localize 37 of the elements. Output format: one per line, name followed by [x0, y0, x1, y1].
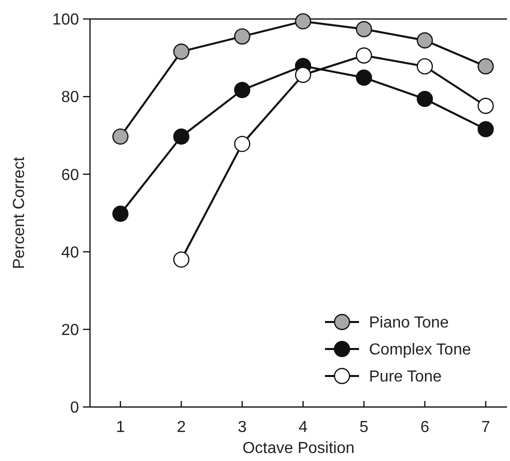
legend-label: Complex Tone: [369, 342, 472, 359]
point: [112, 128, 129, 145]
point: [478, 58, 494, 74]
x-tick-label: 1: [116, 419, 125, 436]
point: [294, 66, 312, 83]
point: [356, 69, 372, 86]
point: [173, 43, 190, 60]
point: [294, 13, 312, 30]
point: [234, 28, 250, 45]
x-axis-title: Octave Position: [242, 440, 355, 457]
point: [416, 58, 433, 74]
legend-label: Piano Tone: [369, 314, 449, 332]
x-tick-label: 2: [176, 419, 186, 436]
x-tick-label: 6: [420, 419, 430, 436]
point: [234, 82, 250, 98]
legend-label: Pure Tone: [369, 368, 442, 386]
point: [416, 32, 433, 48]
point: [478, 121, 494, 138]
x-tick-label: 7: [481, 419, 490, 436]
point: [356, 47, 372, 64]
y-tick-label: 100: [52, 12, 80, 29]
point: [112, 206, 129, 222]
point: [356, 20, 372, 38]
y-axis-title: Percent Correct: [11, 156, 28, 270]
point: [173, 128, 190, 145]
point: [234, 136, 250, 152]
point: [416, 90, 433, 108]
x-tick-label: 5: [359, 419, 368, 436]
x-tick-label: 4: [298, 419, 308, 436]
y-tick-label: 60: [61, 166, 80, 184]
y-tick-label: 20: [61, 322, 80, 339]
y-tick-label: 80: [61, 89, 80, 106]
x-tick-label: 3: [238, 419, 247, 436]
y-tick-label: 0: [70, 400, 80, 417]
y-tick-label: 40: [61, 244, 80, 262]
point: [173, 251, 190, 268]
point: [478, 98, 494, 114]
